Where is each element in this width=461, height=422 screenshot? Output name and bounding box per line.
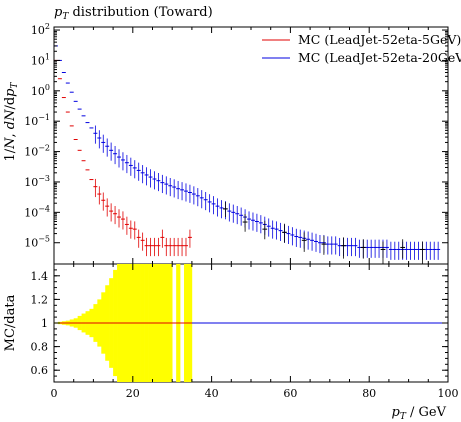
ylabel-pt: p — [3, 88, 18, 97]
y-tick-label-main: 10−1 — [24, 113, 50, 128]
x-tick-label: 0 — [51, 387, 58, 400]
y-axis-label-main: 1/N, dN/dpT — [3, 81, 20, 161]
y-tick-label-exponent: −2 — [38, 144, 50, 153]
ylabel-N: N — [3, 137, 18, 150]
y-tick-label-base: 10 — [24, 206, 38, 219]
ylabel-dN: dN — [3, 109, 18, 129]
y-tick-label-main: 100 — [31, 83, 50, 98]
xlabel-pt-sub: T — [400, 412, 407, 422]
y-tick-label-base: 10 — [31, 24, 45, 37]
y-tick-label-exponent: −1 — [38, 113, 50, 122]
xlabel-pt: p — [392, 405, 401, 420]
y-tick-label-ratio: 1 — [41, 317, 48, 330]
y-tick-label-exponent: −3 — [38, 174, 50, 183]
ylabel-pt-sub: T — [10, 81, 20, 88]
title-pt-sub: T — [62, 12, 69, 22]
x-tick-label: 40 — [205, 387, 219, 400]
ylabel-part1: 1/ — [3, 148, 18, 161]
y-tick-label-main: 10−4 — [24, 204, 50, 219]
y-tick-label-main: 10−2 — [24, 144, 50, 159]
main-layer — [54, 45, 441, 264]
y-tick-label-base: 10 — [31, 85, 45, 98]
y-tick-label-base: 10 — [31, 54, 45, 67]
chart-title: pT distribution (Toward) — [54, 5, 213, 22]
y-tick-label-ratio: 0.8 — [31, 341, 49, 354]
y-tick-label-ratio: 1.2 — [31, 293, 49, 306]
x-tick-label: 80 — [362, 387, 376, 400]
title-pt: p — [54, 5, 63, 20]
y-tick-label-exponent: −4 — [38, 204, 50, 213]
x-tick-label: 60 — [283, 387, 297, 400]
ylabel-part2: , — [3, 129, 18, 137]
xlabel-unit: / GeV — [406, 405, 447, 420]
y-tick-label-ratio: 0.6 — [31, 364, 49, 377]
legend-label-blue: MC (LeadJet-52eta-20GeV) — [298, 50, 461, 65]
y-tick-label-exponent: 1 — [45, 52, 50, 61]
x-tick-label: 20 — [126, 387, 140, 400]
y-tick-label-ratio: 1.4 — [31, 270, 49, 283]
x-axis-label: pT / GeV — [392, 405, 447, 422]
y-tick-label-main: 10−5 — [24, 235, 50, 250]
ratio-layer — [54, 264, 448, 382]
y-tick-label-base: 10 — [24, 115, 38, 128]
y-tick-label-base: 10 — [24, 176, 38, 189]
y-tick-label-main: 10−3 — [24, 174, 50, 189]
x-tick-label: 100 — [438, 387, 459, 400]
axes-layer: 0 20 40 60 80 10010−510−410−310−210−110010110… — [24, 22, 458, 400]
y-tick-label-exponent: 0 — [45, 83, 50, 92]
y-tick-label-exponent: −5 — [38, 235, 50, 244]
legend: MC (LeadJet-52eta-5GeV) MC (LeadJet-52et… — [262, 32, 461, 65]
y-tick-label-main: 102 — [31, 22, 50, 37]
y-tick-label-base: 10 — [24, 146, 38, 159]
y-tick-label-base: 10 — [24, 237, 38, 250]
y-axis-label-ratio: MC/data — [3, 294, 18, 351]
y-tick-label-main: 101 — [31, 52, 50, 67]
legend-label-red: MC (LeadJet-52eta-5GeV) — [298, 32, 461, 47]
title-rest: distribution (Toward) — [68, 5, 212, 20]
ylabel-part3: /d — [3, 97, 18, 110]
y-tick-label-exponent: 2 — [45, 22, 50, 31]
